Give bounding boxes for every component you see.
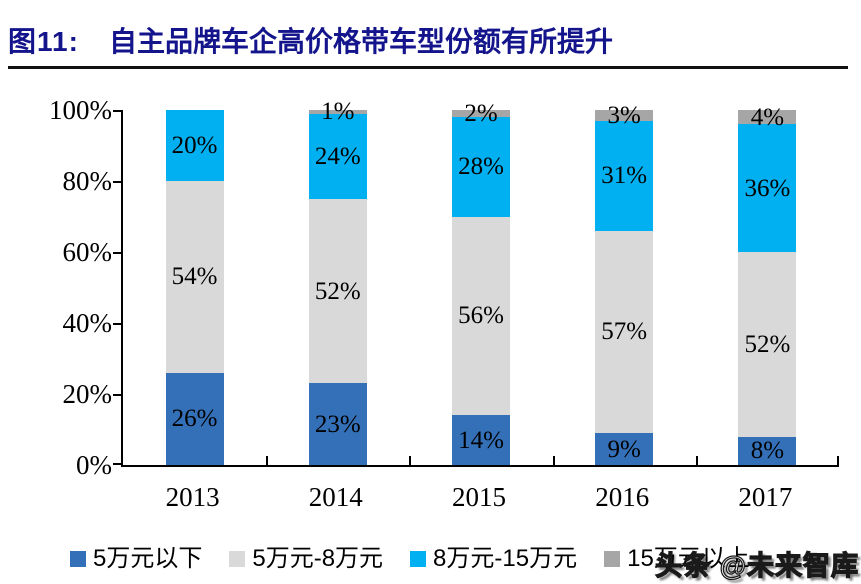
legend-item: 15万元以上 xyxy=(604,545,750,572)
bar-2016: 9% 57% 31% 3% xyxy=(595,103,654,465)
bar-segment: 3% xyxy=(595,103,654,128)
bar-value-label: 23% xyxy=(314,410,361,438)
chart-legend: 5万元以下 5万元-8万元 8万元-15万元 15万元以上 xyxy=(70,545,750,572)
bar-segment: 8% xyxy=(738,436,797,465)
legend-label: 15万元以上 xyxy=(627,545,750,572)
bar-segment: 54% xyxy=(165,181,224,373)
bar-value-label: 31% xyxy=(601,162,648,190)
bar-value-label: 20% xyxy=(171,132,218,160)
y-tick-label: 40% xyxy=(62,308,113,338)
bar-value-label: 9% xyxy=(607,435,641,463)
bar-value-label: 57% xyxy=(601,318,648,346)
y-axis-tick xyxy=(113,463,122,465)
bar-segment: 31% xyxy=(595,120,654,231)
x-axis-tick xyxy=(266,456,269,465)
x-tick-label: 2014 xyxy=(308,482,363,512)
y-axis-tick xyxy=(113,252,122,254)
bar-segment: 52% xyxy=(738,252,797,437)
legend-swatch xyxy=(229,551,246,568)
bar-value-label: 52% xyxy=(744,330,791,358)
bar-segment: 28% xyxy=(452,117,510,217)
bar-2013: 26% 54% 20% xyxy=(165,110,224,465)
bar-segment: 24% xyxy=(308,113,367,199)
legend-label: 5万元以下 xyxy=(93,545,203,572)
bar-value-label: 52% xyxy=(314,277,361,305)
bar-segment: 20% xyxy=(165,110,224,182)
legend-label: 5万元-8万元 xyxy=(252,545,384,572)
bar-segment: 36% xyxy=(738,124,797,253)
y-tick-label: 80% xyxy=(62,166,113,196)
x-axis-tick xyxy=(837,456,839,465)
y-tick-label: 0% xyxy=(76,450,112,480)
x-axis-tick xyxy=(552,456,555,465)
y-axis-tick xyxy=(113,394,122,396)
bar-value-label: 8% xyxy=(750,437,785,465)
legend-swatch xyxy=(70,551,86,568)
bar-2015: 14% 56% 28% 2% xyxy=(452,101,510,465)
bar-segment: 1% xyxy=(308,99,367,124)
title-underline xyxy=(8,66,848,69)
x-tick-label: 2013 xyxy=(165,482,220,512)
bar-value-label: 54% xyxy=(171,263,218,291)
figure-title: 自主品牌车企高价格带车型份额有所提升 xyxy=(108,26,613,57)
y-tick-label: 100% xyxy=(49,95,112,125)
figure-number-label: 图11: xyxy=(8,26,79,57)
bar-segment: 9% xyxy=(595,433,654,465)
y-tick-label: 60% xyxy=(62,237,113,267)
bar-segment: 52% xyxy=(308,198,367,384)
bar-value-label: 26% xyxy=(171,405,218,433)
bar-segment: 23% xyxy=(308,383,367,465)
y-axis-tick xyxy=(113,181,122,183)
bar-segment: 4% xyxy=(738,105,797,130)
legend-item: 8万元-15万元 xyxy=(410,545,578,572)
bar-segment: 14% xyxy=(452,415,510,465)
x-tick-label: 2015 xyxy=(451,482,506,512)
y-axis-tick xyxy=(113,323,122,325)
bar-value-label: 1% xyxy=(321,98,355,126)
bar-value-label: 3% xyxy=(607,101,641,129)
bar-segment: 57% xyxy=(595,230,654,434)
watermark: 头条 @未来智库 xyxy=(655,550,859,581)
legend-item: 5万元以下 xyxy=(70,545,203,572)
x-axis-tick xyxy=(409,456,412,465)
bar-2017: 8% 52% 36% 4% xyxy=(738,105,797,465)
bar-segment: 2% xyxy=(452,101,510,126)
bar-value-label: 56% xyxy=(458,302,504,330)
bar-value-label: 28% xyxy=(458,153,504,181)
x-axis-tick xyxy=(695,456,698,465)
bar-value-label: 24% xyxy=(314,142,361,170)
legend-item: 5万元-8万元 xyxy=(229,545,384,572)
bar-value-label: 4% xyxy=(750,103,785,131)
x-tick-label: 2016 xyxy=(595,482,650,512)
legend-swatch xyxy=(410,551,427,568)
bar-value-label: 2% xyxy=(464,100,498,128)
bar-2014: 23% 52% 24% 1% xyxy=(308,99,367,465)
plot-area: 26% 54% 20% 23% 52% 24% 1% 14% 56% 28% 2% 9% 57% 31% 3… xyxy=(113,99,839,467)
bar-value-label: 36% xyxy=(744,174,791,202)
y-tick-label: 20% xyxy=(62,379,113,409)
bar-segment: 56% xyxy=(452,216,510,416)
legend-label: 8万元-15万元 xyxy=(433,545,578,572)
y-axis-tick xyxy=(113,110,122,112)
bar-value-label: 14% xyxy=(458,426,504,454)
x-tick-label: 2017 xyxy=(738,482,793,512)
figure-title-row: 图11: 自主品牌车企高价格带车型份额有所提升 xyxy=(8,20,853,60)
legend-swatch xyxy=(604,551,621,568)
bar-segment: 26% xyxy=(165,372,224,465)
